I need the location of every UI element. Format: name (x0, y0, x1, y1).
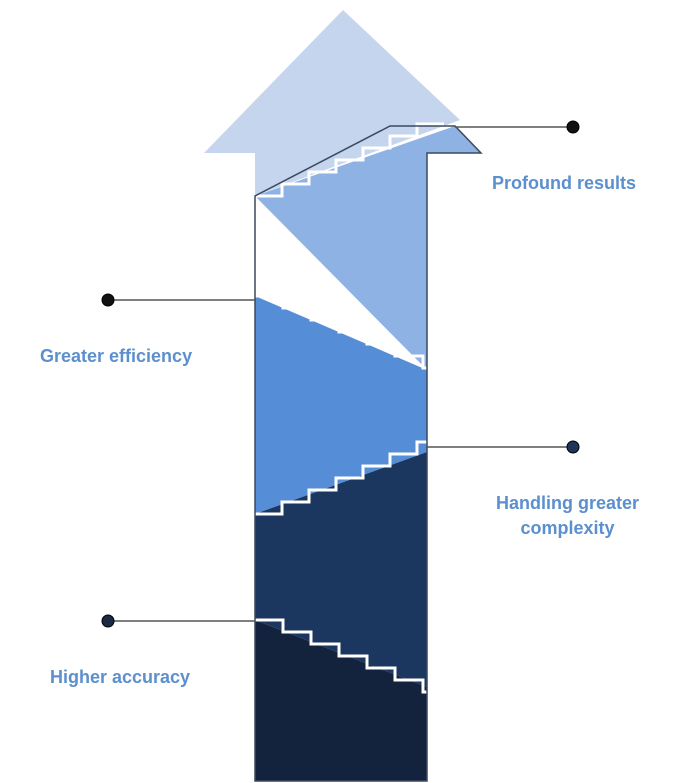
label-profound-results: Profound results (492, 173, 637, 193)
band-greater-efficiency (255, 296, 427, 514)
band-handling-greater-complexity (255, 452, 427, 687)
staircase-handling-greater-complexity (255, 440, 444, 516)
connector-dot-handling-greater-complexity (566, 440, 580, 454)
arrow-head (204, 10, 460, 196)
staircase-greater-efficiency (255, 294, 451, 370)
connector-dot-greater-efficiency (101, 293, 115, 307)
connector-dot-profound-results (566, 120, 580, 134)
connector-dot-higher-accuracy (101, 614, 115, 628)
label-handling-greater-complexity: Handling greater complexity (496, 493, 640, 538)
staircase-higher-accuracy (255, 618, 451, 694)
label-greater-efficiency: Greater efficiency (40, 346, 193, 366)
arrow-outline (254, 125, 483, 782)
band-higher-accuracy (255, 620, 427, 781)
band-profound-results (255, 126, 481, 370)
staircase-profound-results (255, 122, 444, 198)
label-higher-accuracy: Higher accuracy (50, 667, 191, 687)
